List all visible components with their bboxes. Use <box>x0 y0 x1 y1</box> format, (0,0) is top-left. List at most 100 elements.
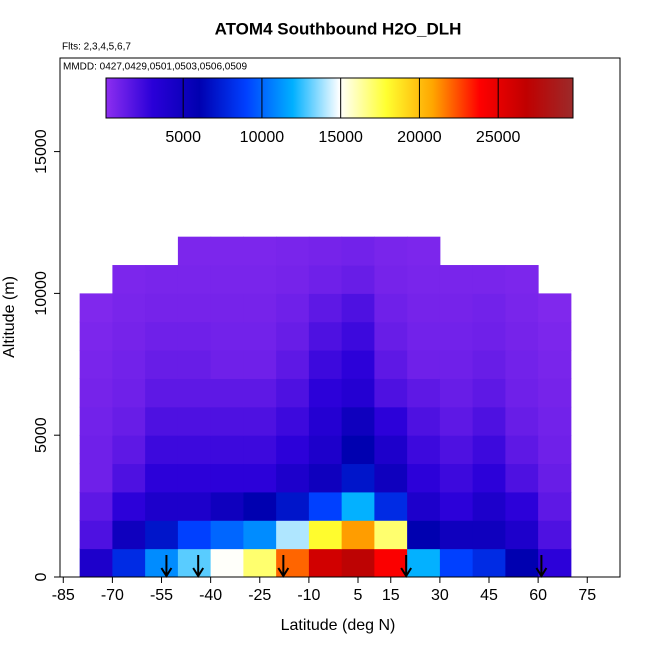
heat-cell <box>341 463 375 493</box>
heat-cell <box>407 236 441 266</box>
marker-head <box>192 567 205 578</box>
heat-cell <box>407 265 441 294</box>
heat-cell <box>177 236 212 266</box>
colorbar-tick-label: 5000 <box>165 129 201 146</box>
heat-cell <box>538 463 572 493</box>
heat-cell <box>407 293 441 323</box>
heat-cell <box>472 321 506 351</box>
heat-cell <box>538 406 572 436</box>
heat-cell <box>439 491 474 521</box>
heat-cell <box>79 293 113 323</box>
heat-cell <box>243 321 277 351</box>
heat-cell <box>505 321 539 351</box>
heat-cell <box>210 236 244 266</box>
heat-cell <box>276 406 310 436</box>
heat-cell <box>112 435 146 465</box>
heat-cell <box>308 321 343 351</box>
heat-cell <box>374 520 408 550</box>
heat-cell <box>177 293 212 323</box>
y-tick-label: 15000 <box>33 129 50 174</box>
x-tick-label: 15 <box>382 587 400 604</box>
x-tick-label: -70 <box>101 587 124 604</box>
colorbar <box>105 77 574 119</box>
x-tick-label: -10 <box>297 587 320 604</box>
heat-cell <box>505 350 539 379</box>
heat-cell <box>79 463 113 493</box>
heat-cell <box>439 293 474 323</box>
heat-cell <box>505 293 539 323</box>
x-tick-label: 60 <box>529 587 547 604</box>
heat-cell <box>112 491 146 521</box>
heat-cell <box>243 350 277 379</box>
heat-cell <box>439 463 474 493</box>
heat-cell <box>374 491 408 521</box>
heat-cell <box>538 293 572 323</box>
heat-cell <box>505 548 539 578</box>
colorbar-tick-label: 20000 <box>397 129 442 146</box>
heat-cell <box>374 378 408 408</box>
heat-cell <box>308 463 343 493</box>
heat-cell <box>341 491 375 521</box>
heat-cell <box>407 548 441 578</box>
marker-arrow <box>277 555 290 578</box>
heat-cell <box>505 435 539 465</box>
heat-cell <box>407 435 441 465</box>
heat-cell <box>538 491 572 521</box>
heat-cell <box>505 406 539 436</box>
heat-cell <box>374 265 408 294</box>
y-tick-label: 10000 <box>33 271 50 316</box>
heat-cell <box>439 548 474 578</box>
heat-cell <box>79 350 113 379</box>
heat-cell <box>243 378 277 408</box>
heat-cell <box>177 520 212 550</box>
heat-cell <box>177 321 212 351</box>
heat-cell <box>341 265 375 294</box>
heat-cell <box>79 321 113 351</box>
heat-cell <box>177 265 212 294</box>
heat-cell <box>243 548 277 578</box>
heat-cell <box>243 435 277 465</box>
heat-cell <box>439 435 474 465</box>
marker-head <box>160 567 173 578</box>
heat-cell <box>145 293 179 323</box>
heat-cell <box>112 463 146 493</box>
heat-cell <box>374 350 408 379</box>
heat-cell <box>472 435 506 465</box>
heat-cell <box>505 463 539 493</box>
marker-head <box>400 567 412 578</box>
marker-arrow <box>535 555 548 578</box>
heat-cell <box>374 321 408 351</box>
heat-cell <box>79 406 113 436</box>
heat-cell <box>505 265 539 294</box>
heat-cell <box>341 435 375 465</box>
heat-cell <box>374 406 408 436</box>
heat-cell <box>538 378 572 408</box>
heat-cell <box>407 378 441 408</box>
heat-cell <box>276 378 310 408</box>
heat-cell <box>308 265 343 294</box>
heat-cell <box>538 321 572 351</box>
heat-cell <box>210 435 244 465</box>
heat-cell <box>145 350 179 379</box>
heat-cell <box>112 265 146 294</box>
heat-cell <box>112 293 146 323</box>
heat-cell <box>374 435 408 465</box>
heat-cell <box>79 378 113 408</box>
heat-cell <box>112 321 146 351</box>
x-tick-label: -85 <box>52 587 75 604</box>
heat-cell <box>243 491 277 521</box>
heat-cell <box>308 378 343 408</box>
x-tick-label: -40 <box>199 587 222 604</box>
x-tick-label: 45 <box>480 587 498 604</box>
heat-cell <box>439 378 474 408</box>
heat-cell <box>472 548 506 578</box>
heat-cell <box>276 265 310 294</box>
x-axis-label: Latitude (deg N) <box>281 617 396 634</box>
heat-cell <box>210 321 244 351</box>
heat-cell <box>177 350 212 379</box>
y-tick-label: 5000 <box>33 417 50 453</box>
heat-cell <box>407 406 441 436</box>
heat-cell <box>243 265 277 294</box>
heat-cell <box>276 236 310 266</box>
heat-cell <box>145 491 179 521</box>
